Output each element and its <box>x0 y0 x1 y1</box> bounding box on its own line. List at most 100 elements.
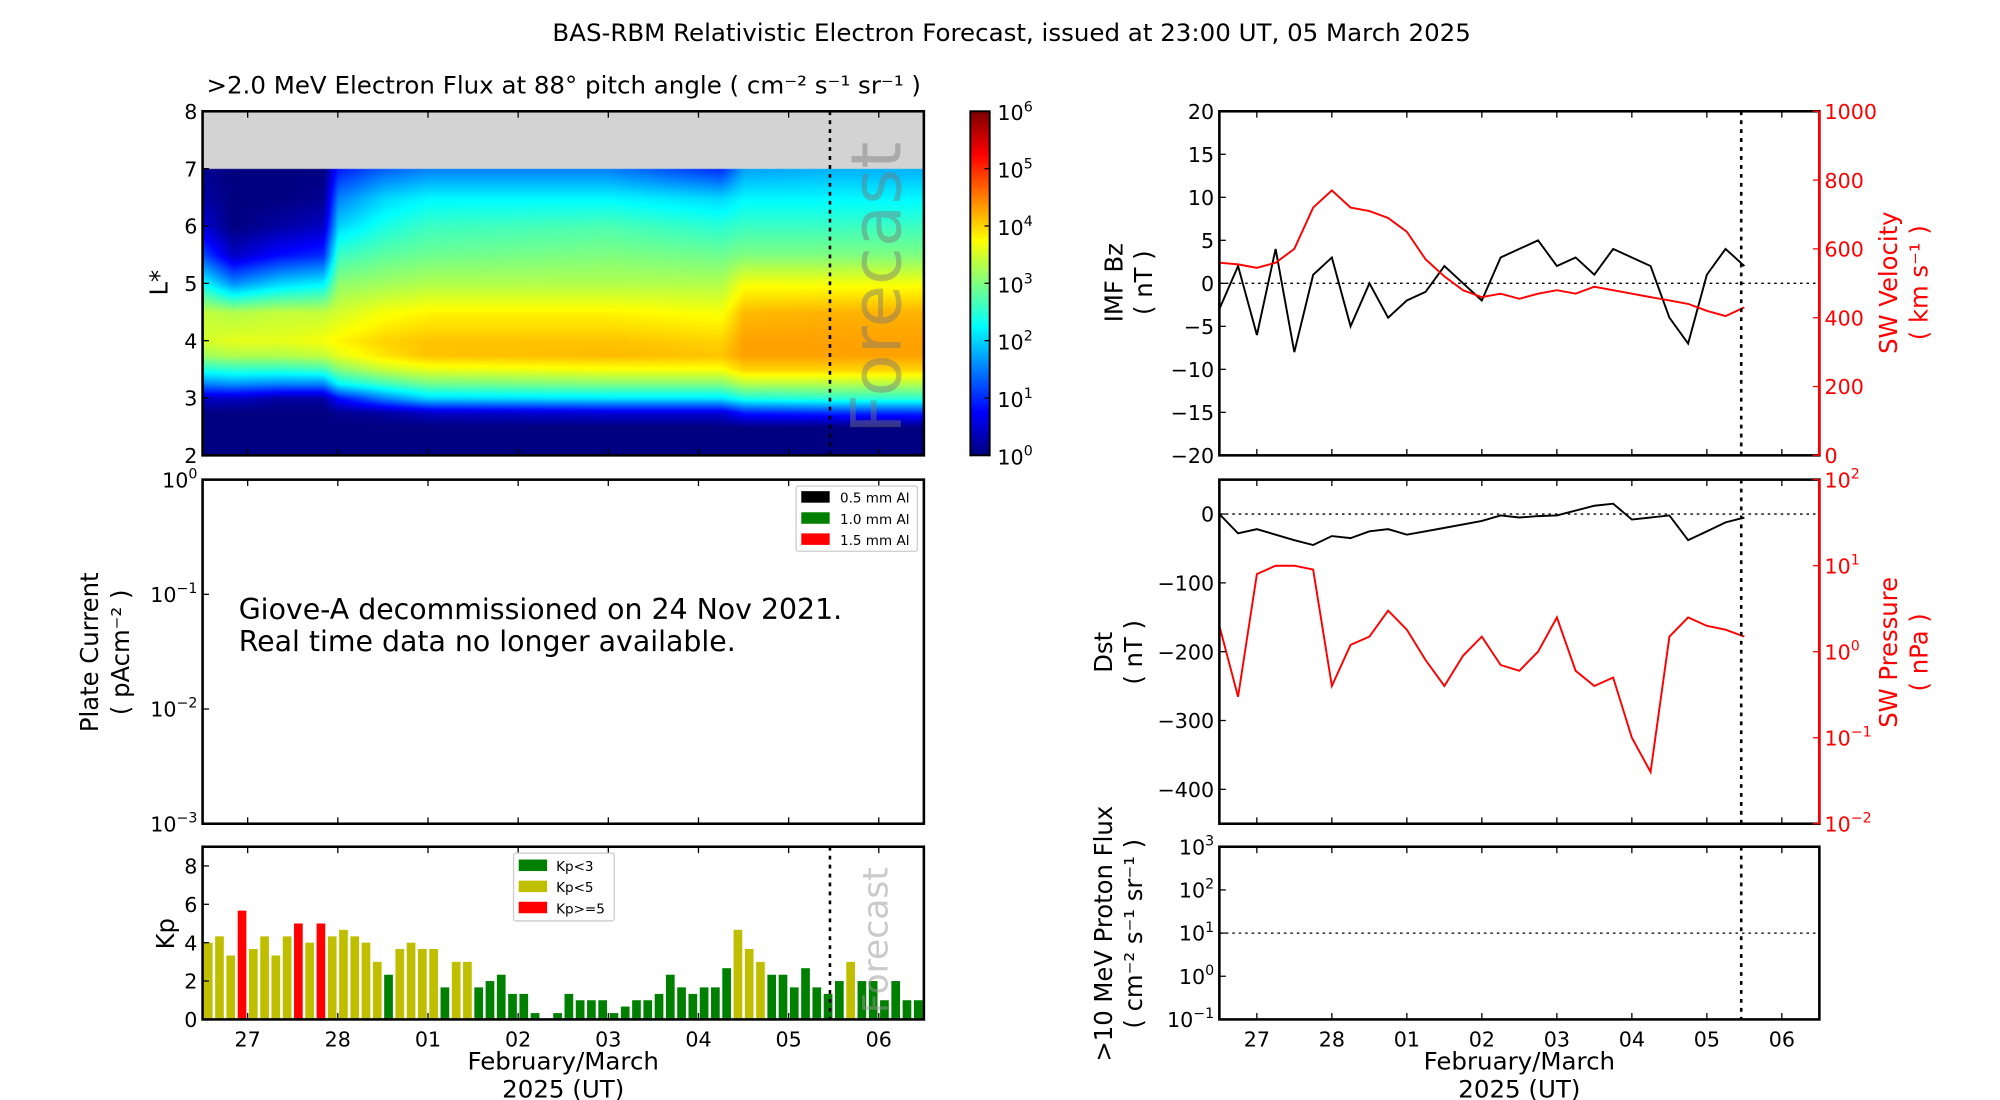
kp-bar <box>902 1000 912 1020</box>
kp-bar <box>519 993 529 1020</box>
plate-y-tick-label: 100 <box>162 466 197 492</box>
tick-label-exponent: 2 <box>1851 466 1860 482</box>
imf-right-y-tick-label: 200 <box>1825 375 1864 399</box>
kp-bar <box>846 961 855 1020</box>
kp-bar <box>496 974 506 1020</box>
imf-y-tick-label: 10 <box>1188 186 1214 210</box>
colorbar-tick-label: 101 <box>997 386 1032 412</box>
imf-y-tick-label: 0 <box>1201 272 1214 296</box>
tick-label-exponent: 1 <box>1205 920 1214 936</box>
flux-y-label: L* <box>145 270 174 296</box>
tick-label-exponent: 0 <box>188 466 197 482</box>
tick-label-exponent: −2 <box>177 696 198 712</box>
kp-bar <box>598 1000 608 1020</box>
x-tick-label: 04 <box>685 1027 711 1051</box>
imf-series-left <box>1218 239 1746 353</box>
kp-bar <box>756 961 765 1020</box>
tick-label-base: 10 <box>997 101 1023 125</box>
kp-bar <box>823 993 833 1020</box>
legend-label: 1.5 mm Al <box>840 533 909 549</box>
legend-swatch <box>518 901 548 914</box>
legend-label: Kp<5 <box>556 880 593 896</box>
colorbar-tick-label: 100 <box>997 443 1032 469</box>
kp-bar <box>677 987 686 1020</box>
dst-right-y-tick-label: 100 <box>1825 638 1860 664</box>
dst-y-label: Dst <box>1089 632 1118 673</box>
imf-right-y-tick-label: 600 <box>1825 238 1864 262</box>
proton-y-tick-label: 102 <box>1179 877 1214 903</box>
dst-y-tick-label: 0 <box>1201 503 1214 527</box>
dst-series-left <box>1218 502 1745 547</box>
tick-label-exponent: 3 <box>1205 834 1214 850</box>
tick-label-exponent: 1 <box>1024 386 1033 402</box>
plate-y-tick-label: 10−3 <box>150 810 197 836</box>
dst-right-y-tick-label: 10−2 <box>1825 810 1872 836</box>
x-tick-label: 27 <box>235 1027 261 1051</box>
kp-bar <box>654 993 664 1020</box>
kp-bar <box>733 929 743 1020</box>
kp-bar <box>564 993 574 1020</box>
x-axis-label-year: 2025 (UT) <box>1458 1075 1580 1100</box>
legend-swatch <box>801 512 830 524</box>
kp-bar <box>271 955 281 1020</box>
kp-forecast-watermark: Forecast <box>857 867 897 1013</box>
dst-y2-label: SW Pressure <box>1874 577 1903 728</box>
dst-frame <box>1218 478 1821 826</box>
kp-bar <box>553 1013 562 1020</box>
tick-label-base: 10 <box>1825 640 1851 664</box>
imf-y-tick-label: −5 <box>1184 315 1214 339</box>
plate-legend: 0.5 mm Al 1.0 mm Al 1.5 mm Al <box>795 485 919 552</box>
kp-bar <box>620 1006 630 1020</box>
tick-label-exponent: 0 <box>1024 443 1033 459</box>
kp-y-label: Kp <box>151 918 180 949</box>
kp-bar <box>237 910 247 1020</box>
tick-label-exponent: 3 <box>1024 271 1033 287</box>
kp-y-tick-label: 4 <box>184 931 197 955</box>
tick-label-base: 10 <box>150 812 176 836</box>
x-tick-label: 27 <box>1244 1027 1270 1051</box>
kp-bar <box>767 974 777 1020</box>
figure-title: BAS-RBM Relativistic Electron Forecast, … <box>552 18 1470 47</box>
tick-label-exponent: −1 <box>177 581 198 597</box>
imf-y-tick-label: 5 <box>1201 229 1214 253</box>
kp-bar <box>609 1013 619 1020</box>
kp-bar <box>474 987 484 1020</box>
legend-label: 0.5 mm Al <box>840 491 909 507</box>
kp-bar <box>361 942 371 1020</box>
imf-right-y-tick-label: 800 <box>1825 169 1864 193</box>
tick-label-base: 10 <box>162 468 188 492</box>
imf-right-y-tick-label: 400 <box>1825 306 1864 330</box>
kp-bar <box>294 923 303 1020</box>
tick-label-base: 10 <box>997 216 1023 240</box>
legend-swatch <box>518 880 548 893</box>
kp-bar <box>880 1000 889 1020</box>
imf-y2-label: SW Velocity <box>1874 211 1903 353</box>
imf-right-y-tick-label: 1000 <box>1825 100 1878 124</box>
kp-bar <box>575 1000 585 1020</box>
proton-y-tick-label: 103 <box>1179 834 1214 860</box>
kp-y-tick-label: 0 <box>184 1008 197 1032</box>
imf-series-right <box>1219 189 1745 318</box>
colorbar-tick-label: 105 <box>997 157 1032 183</box>
kp-bar <box>418 949 427 1020</box>
kp-bar <box>260 936 269 1020</box>
imf-y-tick-label: 20 <box>1188 100 1214 124</box>
tick-label-exponent: −2 <box>1851 810 1872 826</box>
flux-y-tick-label: 5 <box>184 272 197 296</box>
tick-label-base: 10 <box>1179 879 1205 903</box>
kp-bar <box>440 987 450 1020</box>
tick-label-base: 10 <box>150 698 176 722</box>
colorbar <box>970 111 990 456</box>
dst-series-right <box>1218 564 1745 775</box>
flux-panel-title: >2.0 MeV Electron Flux at 88° pitch angl… <box>206 70 921 99</box>
kp-bar <box>913 1000 923 1020</box>
legend-label: 1.0 mm Al <box>840 512 909 528</box>
tick-label-base: 10 <box>997 273 1023 297</box>
x-tick-label: 06 <box>866 1027 892 1051</box>
proton-y-label: >10 MeV Proton Flux <box>1089 806 1118 1062</box>
imf-y-tick-label: −15 <box>1171 401 1215 425</box>
x-axis-label-year: 2025 (UT) <box>502 1075 624 1100</box>
x-tick-label: 01 <box>415 1027 441 1051</box>
imf-y-tick-label: −20 <box>1171 444 1215 468</box>
dst-right-y-tick-label: 101 <box>1825 552 1860 578</box>
